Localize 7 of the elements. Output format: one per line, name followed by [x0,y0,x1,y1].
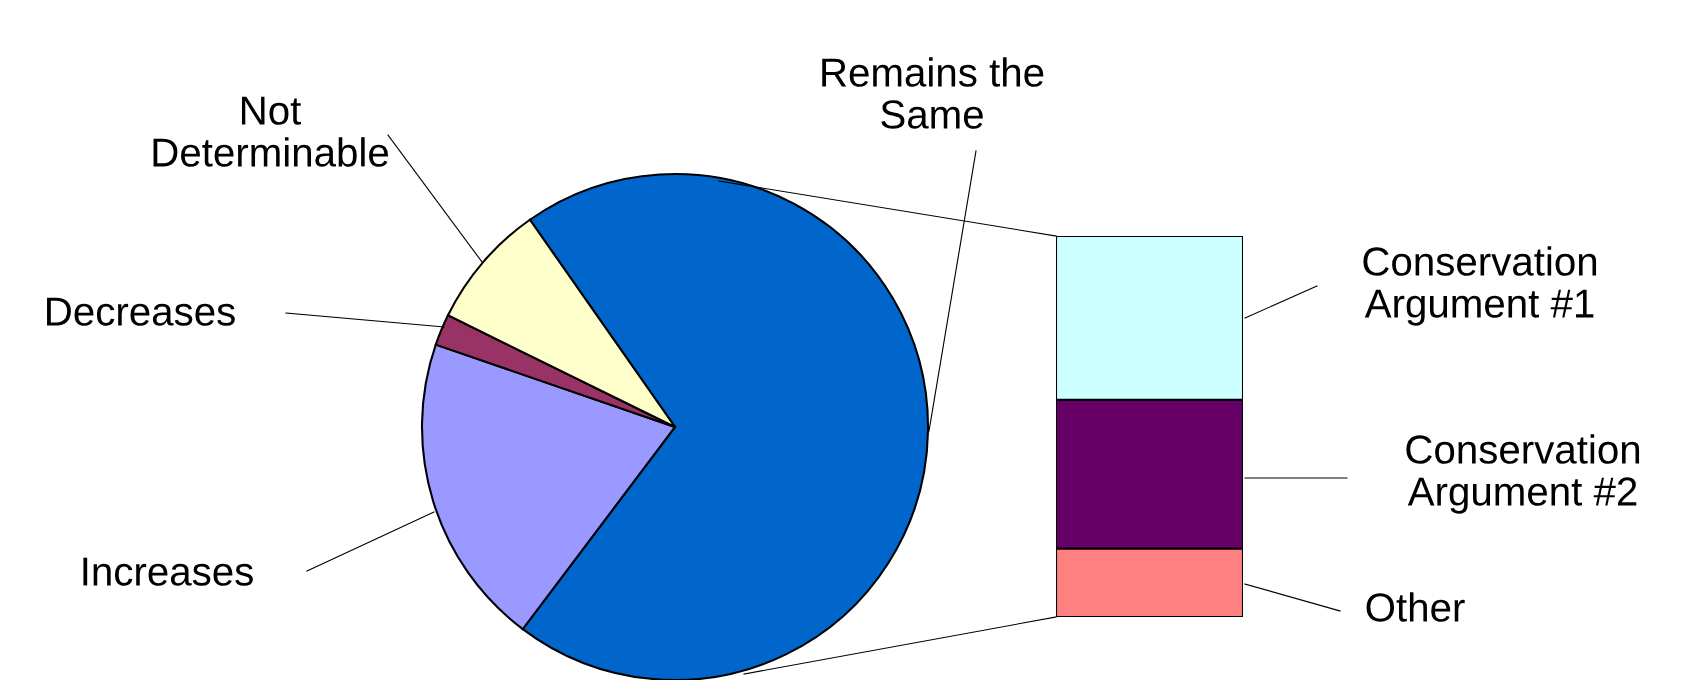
slice-label: Not Determinable [153,96,388,167]
legend-label: Conservation Argument #2 [1406,434,1640,514]
legend-label: Other [1366,592,1465,622]
legend-label: Conservation Argument #1 [1363,246,1597,326]
slice-label: Increases [83,557,253,586]
legend-label: Decreases [47,297,235,326]
slice-label: Remains the Same [822,57,1044,129]
